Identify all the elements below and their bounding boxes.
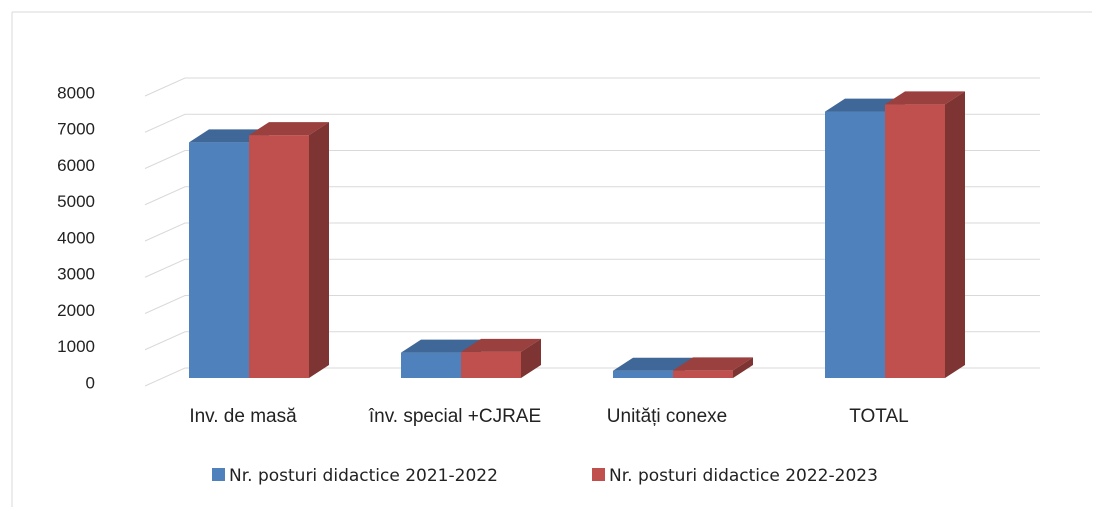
grid-line <box>144 77 1040 97</box>
y-tick-label: 5000 <box>57 192 95 211</box>
legend-label: Nr. posturi didactice 2022-2023 <box>609 466 878 486</box>
x-tick-label: Unități conexe <box>607 406 727 427</box>
bar-face <box>249 122 329 136</box>
legend-swatch <box>592 468 605 481</box>
y-tick-label: 8000 <box>57 83 95 102</box>
grid-line <box>144 222 1040 242</box>
x-tick-label: Inv. de masă <box>189 406 297 427</box>
bar <box>885 91 965 378</box>
legend-label: Nr. posturi didactice 2021-2022 <box>229 466 498 486</box>
grid-line <box>144 331 1040 351</box>
y-tick-label: 1000 <box>57 337 95 356</box>
grid-line <box>144 367 1040 387</box>
grid-line <box>144 295 1040 314</box>
bar-face <box>885 91 965 105</box>
bar <box>673 357 753 378</box>
x-tick-label: înv. special +CJRAE <box>368 406 541 427</box>
x-tick-label: TOTAL <box>849 406 908 427</box>
bar-face <box>673 357 753 371</box>
bar-face <box>461 351 521 378</box>
y-tick-label: 7000 <box>57 120 95 139</box>
y-tick-label: 0 <box>86 373 95 392</box>
y-tick-label: 3000 <box>57 265 95 284</box>
bar-face <box>885 104 945 378</box>
y-tick-label: 6000 <box>57 156 95 175</box>
bar-face <box>613 357 693 371</box>
bar-face <box>401 352 461 378</box>
bar-face <box>945 91 965 378</box>
bar <box>461 338 541 378</box>
grid-line <box>144 113 1040 133</box>
bar-face <box>733 357 753 378</box>
legend-swatch <box>212 468 225 481</box>
bar-face <box>401 339 481 353</box>
bar-face <box>189 142 249 378</box>
bar-face <box>673 370 733 378</box>
bar-face <box>309 122 329 378</box>
bar-face <box>249 135 309 378</box>
grid-line <box>144 186 1040 206</box>
bar-face <box>825 111 885 378</box>
bar-face <box>613 370 673 378</box>
y-tick-label: 4000 <box>57 228 95 247</box>
grid-line <box>144 258 1040 278</box>
grid-line <box>144 150 1040 169</box>
bar-face <box>461 338 541 352</box>
bar-face <box>521 338 541 378</box>
y-tick-label: 2000 <box>57 301 95 320</box>
bar <box>249 122 329 378</box>
